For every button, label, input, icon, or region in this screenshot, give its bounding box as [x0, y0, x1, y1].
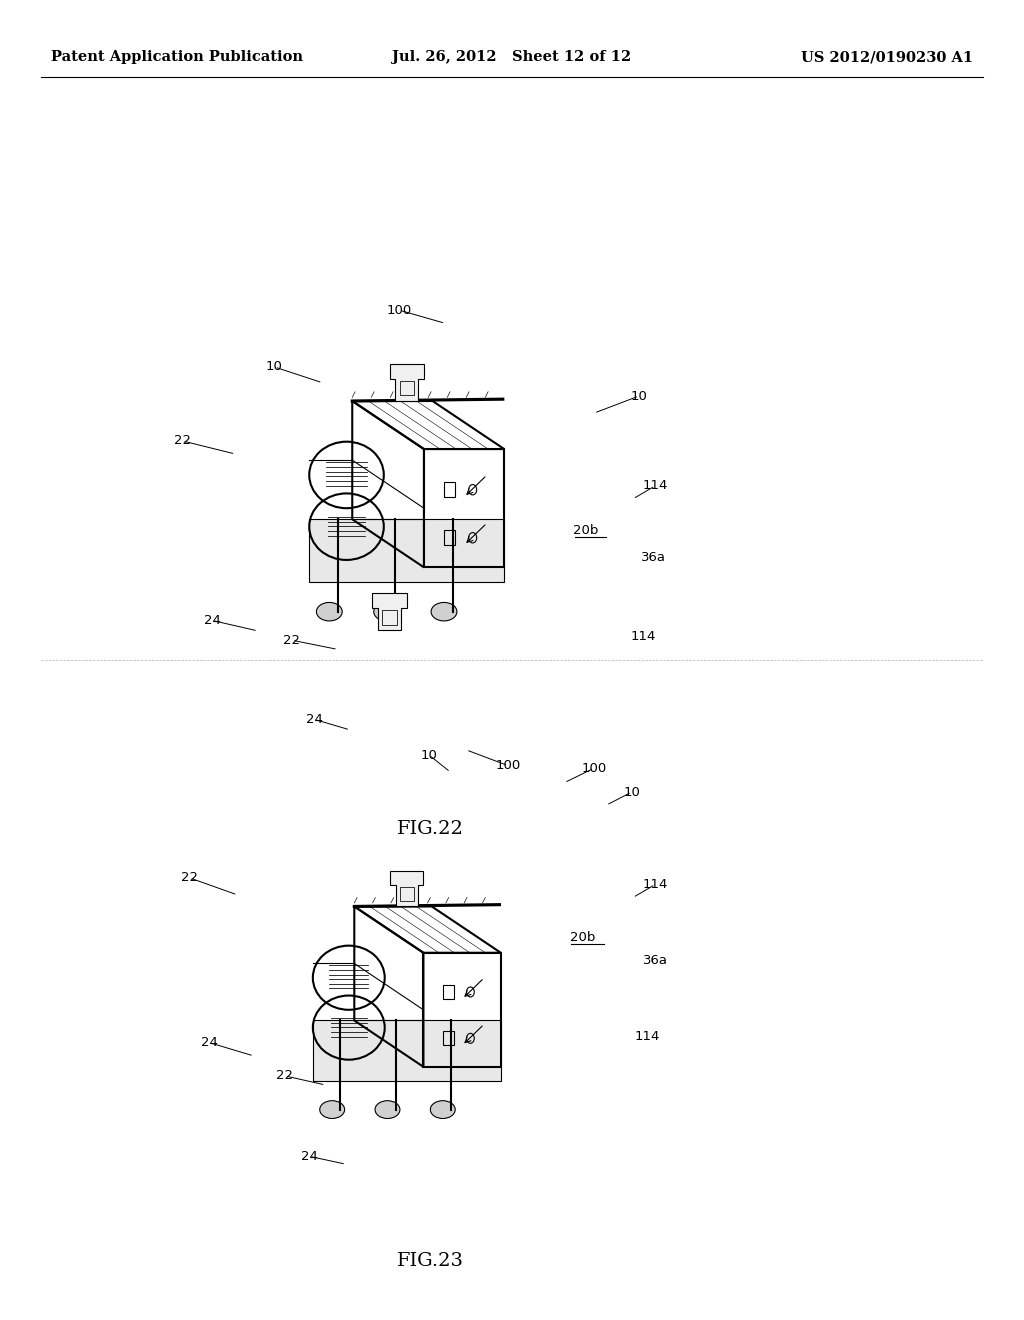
- Text: 10: 10: [266, 360, 283, 374]
- Text: 24: 24: [306, 713, 323, 726]
- Bar: [382, 610, 396, 624]
- Bar: [444, 482, 456, 498]
- Text: 100: 100: [387, 304, 412, 317]
- Text: 36a: 36a: [641, 550, 666, 564]
- Text: 114: 114: [643, 878, 668, 891]
- Ellipse shape: [375, 1101, 400, 1118]
- Bar: [400, 887, 414, 902]
- Text: 22: 22: [276, 1069, 293, 1082]
- Polygon shape: [389, 364, 424, 401]
- Text: 36a: 36a: [643, 954, 668, 968]
- Text: 10: 10: [631, 389, 647, 403]
- Ellipse shape: [374, 602, 399, 620]
- Text: 10: 10: [624, 785, 640, 799]
- Text: 24: 24: [204, 614, 220, 627]
- Text: FIG.22: FIG.22: [396, 820, 464, 838]
- Text: 114: 114: [631, 630, 655, 643]
- Ellipse shape: [316, 602, 342, 620]
- Text: FIG.23: FIG.23: [396, 1251, 464, 1270]
- Polygon shape: [313, 1020, 501, 1081]
- Bar: [444, 531, 456, 545]
- Text: US 2012/0190230 A1: US 2012/0190230 A1: [801, 50, 973, 65]
- Bar: [399, 380, 414, 396]
- Text: 24: 24: [202, 1036, 218, 1049]
- Ellipse shape: [319, 1101, 345, 1118]
- Text: Patent Application Publication: Patent Application Publication: [51, 50, 303, 65]
- Text: 114: 114: [643, 479, 668, 492]
- Text: 114: 114: [635, 1030, 659, 1043]
- Text: 24: 24: [301, 1150, 317, 1163]
- Text: Jul. 26, 2012   Sheet 12 of 12: Jul. 26, 2012 Sheet 12 of 12: [392, 50, 632, 65]
- Bar: [442, 985, 454, 999]
- Polygon shape: [309, 519, 504, 582]
- Text: 20b: 20b: [573, 524, 598, 537]
- Polygon shape: [373, 593, 407, 630]
- Text: 20b: 20b: [570, 931, 595, 944]
- Text: 22: 22: [181, 871, 198, 884]
- Text: 22: 22: [174, 434, 190, 447]
- Text: 100: 100: [582, 762, 606, 775]
- Text: 10: 10: [421, 748, 437, 762]
- Ellipse shape: [430, 1101, 456, 1118]
- Text: 22: 22: [284, 634, 300, 647]
- Bar: [442, 1031, 454, 1045]
- Polygon shape: [390, 871, 424, 907]
- Ellipse shape: [431, 602, 457, 620]
- Text: 100: 100: [496, 759, 520, 772]
